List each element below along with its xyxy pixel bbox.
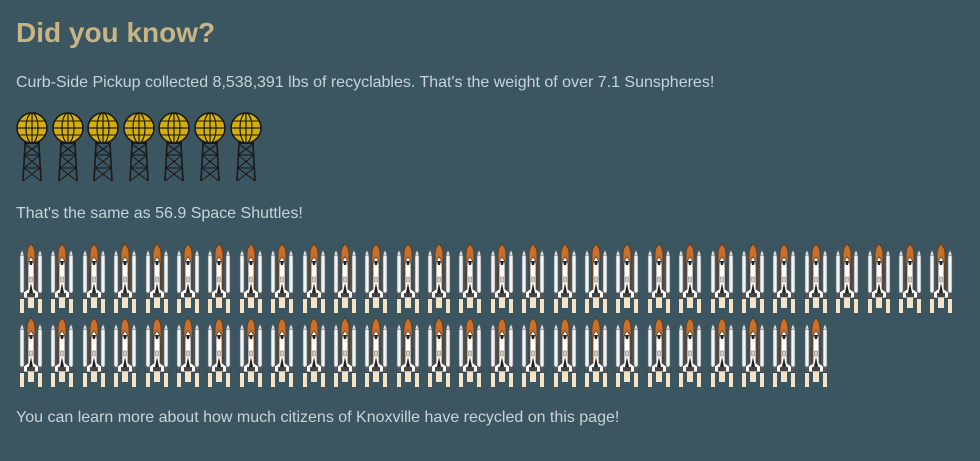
space-shuttle-icon xyxy=(361,243,392,314)
space-shuttle-icon xyxy=(424,243,455,314)
space-shuttle-icon xyxy=(550,317,581,388)
space-shuttle-icon xyxy=(204,317,235,388)
space-shuttle-icon xyxy=(236,243,267,314)
sunsphere-icon xyxy=(158,112,194,182)
space-shuttle-icon xyxy=(110,243,141,314)
space-shuttle-icon xyxy=(612,317,643,388)
space-shuttle-icon xyxy=(110,317,141,388)
sunsphere-icon xyxy=(16,112,52,182)
space-shuttle-icon xyxy=(330,317,361,388)
space-shuttle-icon xyxy=(79,243,110,314)
space-shuttle-icon xyxy=(864,243,895,314)
sunsphere-icon xyxy=(51,112,88,182)
space-shuttle-icon xyxy=(267,317,298,388)
space-shuttle-icon xyxy=(675,317,706,388)
sunsphere-row xyxy=(16,112,265,182)
space-shuttle-icon xyxy=(47,243,78,314)
space-shuttle-icon xyxy=(581,317,612,388)
space-shuttle-icon xyxy=(299,243,330,314)
space-shuttle-icon xyxy=(267,243,298,314)
space-shuttle-icon xyxy=(236,317,267,388)
space-shuttle-icon xyxy=(487,243,518,314)
space-shuttle-icon xyxy=(455,317,486,388)
sunsphere-icon xyxy=(194,112,230,182)
space-shuttle-icon xyxy=(142,317,173,388)
space-shuttle-icon xyxy=(16,317,47,388)
space-shuttle-icon xyxy=(393,243,424,314)
space-shuttle-icon xyxy=(895,243,926,314)
space-shuttle-icon xyxy=(393,317,424,388)
space-shuttle-icon xyxy=(455,243,486,314)
space-shuttle-icon xyxy=(16,243,47,314)
space-shuttle-icon xyxy=(738,317,769,388)
space-shuttle-icon xyxy=(518,243,549,314)
space-shuttle-icon xyxy=(299,317,330,388)
space-shuttle-icon xyxy=(738,243,769,314)
space-shuttle-icon xyxy=(801,317,832,388)
space-shuttle-icon xyxy=(707,243,738,314)
space-shuttle-icon xyxy=(47,317,78,388)
sunsphere-icon xyxy=(87,112,123,182)
space-shuttle-icon xyxy=(801,243,832,314)
shuttle-row-2 xyxy=(16,317,832,388)
space-shuttle-icon xyxy=(581,243,612,314)
sunsphere-icon xyxy=(229,112,266,182)
space-shuttle-icon xyxy=(330,243,361,314)
space-shuttle-icon xyxy=(173,317,204,388)
shuttle-stat-text: That's the same as 56.9 Space Shuttles! xyxy=(16,205,303,222)
space-shuttle-icon xyxy=(675,243,706,314)
space-shuttle-icon xyxy=(518,317,549,388)
space-shuttle-icon xyxy=(612,243,643,314)
space-shuttle-icon xyxy=(926,243,957,314)
space-shuttle-icon xyxy=(361,317,392,388)
space-shuttle-icon xyxy=(644,243,675,314)
curbside-stat-text: Curb-Side Pickup collected 8,538,391 lbs… xyxy=(16,74,715,91)
space-shuttle-icon xyxy=(487,317,518,388)
space-shuttle-icon xyxy=(832,243,863,314)
space-shuttle-icon xyxy=(769,243,800,314)
space-shuttle-icon xyxy=(769,317,800,388)
space-shuttle-icon xyxy=(142,243,173,314)
space-shuttle-icon xyxy=(424,317,455,388)
page-title: Did you know? xyxy=(16,17,216,48)
space-shuttle-icon xyxy=(550,243,581,314)
space-shuttle-icon xyxy=(173,243,204,314)
space-shuttle-icon xyxy=(204,243,235,314)
space-shuttle-icon xyxy=(707,317,738,388)
learn-more-text: You can learn more about how much citize… xyxy=(16,409,620,426)
space-shuttle-icon xyxy=(79,317,110,388)
sunsphere-icon xyxy=(122,112,159,182)
space-shuttle-icon xyxy=(644,317,675,388)
shuttle-row-1 xyxy=(16,243,958,314)
